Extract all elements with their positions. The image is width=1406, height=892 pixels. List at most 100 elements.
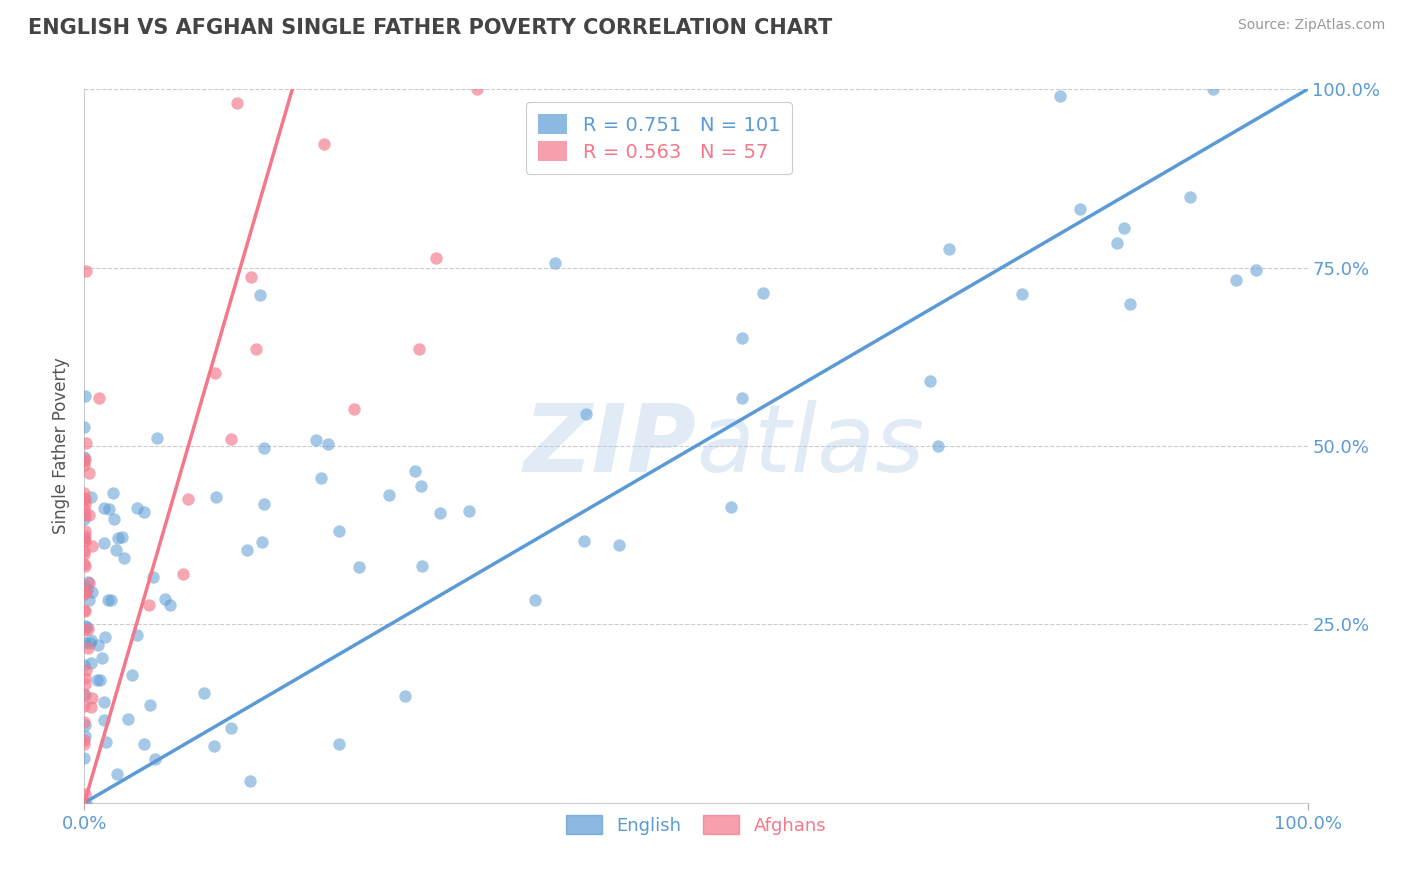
Point xyxy=(731,391,754,405)
Point xyxy=(1178,190,1201,204)
Point xyxy=(328,737,350,751)
Point xyxy=(378,488,401,502)
Point xyxy=(93,535,115,549)
Point xyxy=(73,737,96,751)
Point xyxy=(343,401,366,416)
Point xyxy=(1105,236,1128,251)
Point xyxy=(226,96,249,111)
Point xyxy=(73,389,96,403)
Point xyxy=(73,491,96,506)
Point xyxy=(1119,297,1142,311)
Point xyxy=(347,559,370,574)
Point xyxy=(245,342,267,356)
Point xyxy=(193,686,215,700)
Point xyxy=(316,436,339,450)
Point xyxy=(1244,263,1267,277)
Point xyxy=(79,491,101,505)
Point xyxy=(75,729,97,743)
Point xyxy=(91,650,114,665)
Point xyxy=(87,638,110,652)
Point xyxy=(75,796,97,810)
Point xyxy=(73,699,96,714)
Point xyxy=(239,774,262,789)
Point xyxy=(132,738,155,752)
Text: ENGLISH VS AFGHAN SINGLE FATHER POVERTY CORRELATION CHART: ENGLISH VS AFGHAN SINGLE FATHER POVERTY … xyxy=(28,18,832,37)
Text: Source: ZipAtlas.com: Source: ZipAtlas.com xyxy=(1237,18,1385,32)
Point xyxy=(1011,286,1033,301)
Point xyxy=(73,557,96,571)
Point xyxy=(75,663,97,677)
Point xyxy=(73,623,96,637)
Point xyxy=(73,508,96,522)
Point xyxy=(80,657,103,671)
Point xyxy=(73,787,96,801)
Point xyxy=(1225,273,1247,287)
Point xyxy=(240,269,263,284)
Point xyxy=(73,450,96,464)
Point xyxy=(524,592,547,607)
Point xyxy=(93,501,115,516)
Point xyxy=(607,538,630,552)
Point xyxy=(75,436,97,450)
Point xyxy=(79,576,101,591)
Point xyxy=(104,542,127,557)
Point xyxy=(394,689,416,703)
Point xyxy=(73,658,96,673)
Point xyxy=(153,591,176,606)
Point xyxy=(73,732,96,747)
Point xyxy=(112,551,135,566)
Point xyxy=(425,252,447,266)
Point xyxy=(408,342,430,356)
Point xyxy=(73,603,96,617)
Point xyxy=(73,524,96,539)
Point xyxy=(204,366,226,380)
Point xyxy=(93,630,115,644)
Point xyxy=(82,585,104,599)
Point xyxy=(75,533,97,548)
Point xyxy=(219,721,242,735)
Point xyxy=(309,471,332,485)
Point xyxy=(73,486,96,500)
Point xyxy=(465,82,488,96)
Point xyxy=(236,543,259,558)
Point xyxy=(73,491,96,506)
Point xyxy=(543,256,565,270)
Point xyxy=(139,698,162,713)
Point xyxy=(73,458,96,473)
Point xyxy=(73,512,96,526)
Point xyxy=(73,677,96,691)
Point xyxy=(73,586,96,600)
Point xyxy=(100,593,122,607)
Point xyxy=(93,713,115,727)
Point xyxy=(249,287,271,301)
Point xyxy=(73,636,96,650)
Point xyxy=(132,504,155,518)
Point xyxy=(107,531,129,545)
Point xyxy=(73,451,96,466)
Point xyxy=(121,668,143,682)
Point xyxy=(79,636,101,650)
Point xyxy=(575,407,598,421)
Point xyxy=(720,500,742,515)
Point xyxy=(75,718,97,732)
Point xyxy=(117,712,139,726)
Point xyxy=(1069,202,1091,216)
Point xyxy=(920,375,942,389)
Point xyxy=(82,691,104,706)
Point xyxy=(73,714,96,729)
Point xyxy=(127,501,149,516)
Point xyxy=(103,485,125,500)
Point xyxy=(250,534,273,549)
Point xyxy=(252,441,274,455)
Point xyxy=(77,593,100,607)
Point xyxy=(97,593,120,607)
Point xyxy=(103,511,125,525)
Point xyxy=(89,673,111,688)
Point xyxy=(411,559,433,574)
Point xyxy=(73,689,96,703)
Point xyxy=(927,439,949,453)
Y-axis label: Single Father Poverty: Single Father Poverty xyxy=(52,358,70,534)
Point xyxy=(77,508,100,522)
Point xyxy=(312,137,335,152)
Point xyxy=(73,751,96,765)
